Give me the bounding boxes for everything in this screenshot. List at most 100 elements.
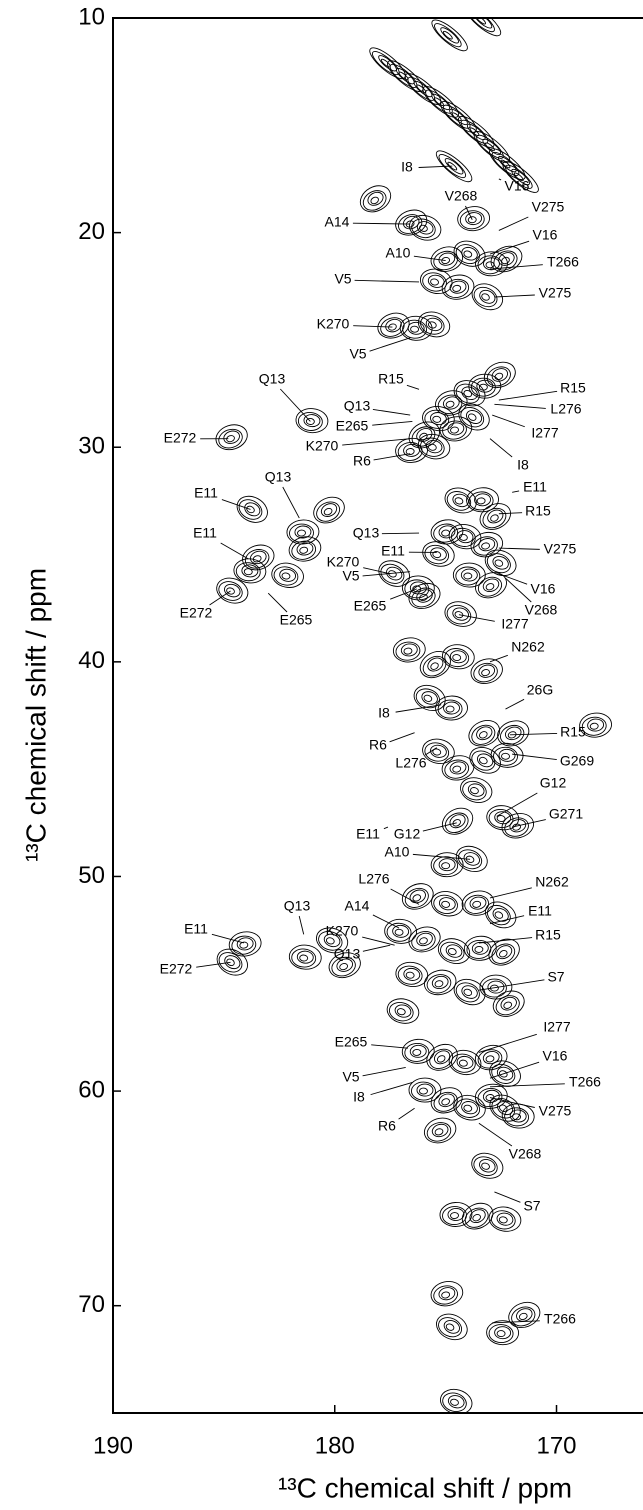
contour xyxy=(463,852,480,866)
contour xyxy=(452,765,462,773)
contour xyxy=(509,1109,527,1123)
contour xyxy=(431,19,468,52)
contour xyxy=(408,1077,442,1103)
annotation-label: V5 xyxy=(342,1069,359,1085)
contour xyxy=(288,944,322,970)
contour xyxy=(440,101,477,133)
annotation-label: A14 xyxy=(345,898,370,914)
contour xyxy=(336,958,354,972)
annotation-label: I8 xyxy=(517,457,529,473)
contour xyxy=(508,1301,541,1328)
contour xyxy=(434,1050,451,1065)
annotation-label: N262 xyxy=(511,639,545,655)
contour xyxy=(424,742,450,762)
contour xyxy=(433,1285,458,1305)
contour xyxy=(474,945,484,953)
y-tick-label: 40 xyxy=(78,647,105,674)
contour xyxy=(441,755,475,781)
leader-line xyxy=(478,1033,537,1053)
leader-line xyxy=(478,979,545,991)
y-tick-label: 20 xyxy=(78,218,105,245)
contour xyxy=(445,400,455,408)
contour xyxy=(384,918,418,944)
annotation-label: L276 xyxy=(358,871,389,887)
annotation-label: E272 xyxy=(164,430,197,446)
contour xyxy=(236,495,268,523)
contour xyxy=(452,562,486,588)
contour xyxy=(490,1210,516,1230)
contour xyxy=(409,889,426,904)
leader-line xyxy=(422,822,457,832)
leader-line xyxy=(390,888,420,905)
contour xyxy=(497,720,530,747)
annotation-label: E272 xyxy=(160,961,193,977)
contour xyxy=(226,587,235,595)
contour xyxy=(447,1395,465,1409)
contour xyxy=(439,1202,473,1227)
contour xyxy=(424,544,450,565)
contour xyxy=(226,958,235,967)
annotation-label: R15 xyxy=(535,927,561,943)
contour xyxy=(494,1326,512,1340)
contour xyxy=(412,894,422,902)
contour xyxy=(455,982,480,1003)
contour xyxy=(447,1208,465,1221)
contour xyxy=(426,974,452,994)
contour xyxy=(481,1162,490,1170)
x-axis-label: ¹³C chemical shift / ppm xyxy=(278,1472,572,1503)
contour xyxy=(463,389,473,398)
contour xyxy=(411,426,436,447)
contour xyxy=(396,1008,406,1016)
contour xyxy=(370,196,379,205)
contour xyxy=(472,900,482,908)
contour xyxy=(408,421,440,449)
contour xyxy=(501,752,510,760)
leader-line xyxy=(362,571,411,577)
contour xyxy=(395,641,421,661)
contour xyxy=(491,368,509,382)
contour xyxy=(442,30,453,40)
contour xyxy=(481,293,490,301)
annotation-label: V275 xyxy=(539,1103,572,1119)
annotation-label: V268 xyxy=(525,602,558,618)
contour xyxy=(438,1093,455,1108)
contour xyxy=(474,1044,508,1071)
contour xyxy=(491,1063,516,1084)
contour xyxy=(294,525,312,539)
annotation-label: G269 xyxy=(560,753,594,769)
contour xyxy=(425,317,443,332)
contour xyxy=(495,995,520,1016)
annotation-label: R15 xyxy=(525,503,551,519)
contour xyxy=(394,928,404,936)
contour xyxy=(218,428,243,449)
contour xyxy=(433,523,459,543)
annotation-label: V16 xyxy=(505,178,530,194)
contour xyxy=(450,1212,459,1220)
leader-line xyxy=(478,937,533,944)
contour xyxy=(479,731,488,739)
annotation-label: V16 xyxy=(531,581,556,597)
contour xyxy=(299,546,309,554)
contour xyxy=(408,926,441,953)
contour xyxy=(441,807,474,835)
contour xyxy=(477,753,494,768)
contour xyxy=(455,566,481,586)
contour xyxy=(421,691,438,705)
contour xyxy=(325,937,335,945)
contour xyxy=(479,289,496,304)
contour xyxy=(452,654,462,662)
contour xyxy=(459,210,485,230)
leader-line xyxy=(498,573,528,585)
contour xyxy=(419,650,451,679)
contour xyxy=(487,509,504,524)
contour xyxy=(417,433,451,460)
leader-line xyxy=(282,486,300,519)
leader-line xyxy=(372,408,411,416)
leader-line xyxy=(381,532,420,535)
contour xyxy=(397,965,423,985)
contour xyxy=(494,559,504,567)
contour xyxy=(475,251,508,277)
contour xyxy=(281,572,291,580)
contour xyxy=(422,655,447,677)
contour xyxy=(482,578,500,593)
